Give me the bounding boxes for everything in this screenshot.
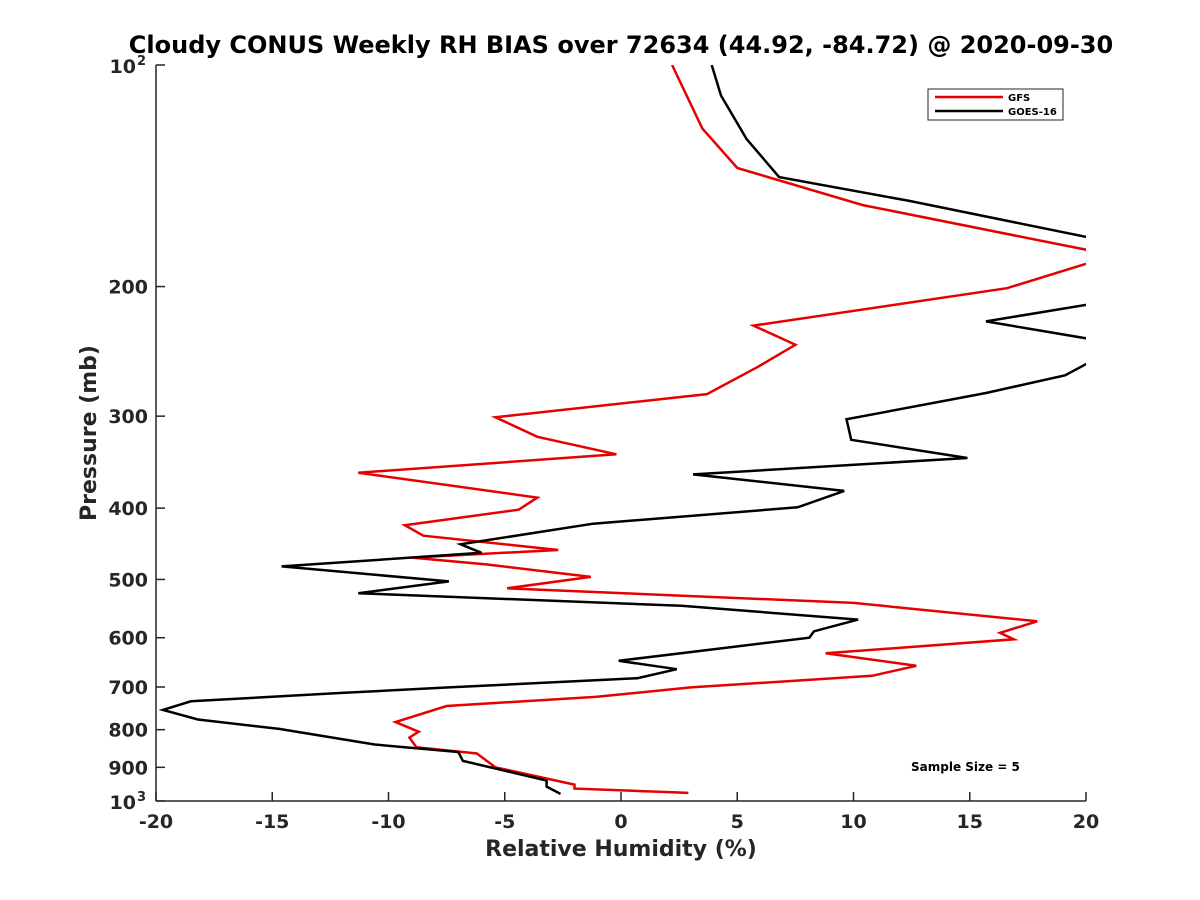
legend-label-gfs: GFS bbox=[1008, 93, 1030, 104]
y-tick-exponent: 2 bbox=[137, 54, 146, 69]
y-tick-label: 200 bbox=[108, 277, 148, 299]
x-tick-label: 10 bbox=[840, 811, 866, 833]
x-tick-label: 5 bbox=[731, 811, 744, 833]
x-tick-label: -5 bbox=[494, 811, 515, 833]
chart-title: Cloudy CONUS Weekly RH BIAS over 72634 (… bbox=[129, 31, 1113, 59]
y-tick-label: 500 bbox=[108, 569, 148, 591]
x-tick-label: 0 bbox=[614, 811, 627, 833]
x-axis-label: Relative Humidity (%) bbox=[485, 837, 757, 862]
legend-box bbox=[927, 88, 1064, 121]
y-tick-exponent: 3 bbox=[137, 790, 146, 805]
y-tick-label: 10 bbox=[110, 792, 136, 814]
y-tick-label: 900 bbox=[108, 757, 148, 779]
x-tick-label: -20 bbox=[139, 811, 173, 833]
y-tick-label: 800 bbox=[108, 720, 148, 742]
x-tick-label: 20 bbox=[1073, 811, 1099, 833]
x-tick-label: -10 bbox=[371, 811, 405, 833]
x-tick-label: 15 bbox=[957, 811, 983, 833]
y-tick-label: 600 bbox=[108, 628, 148, 650]
sample-size-annotation: Sample Size = 5 bbox=[911, 760, 1020, 774]
x-tick-label: -15 bbox=[255, 811, 289, 833]
series-layer bbox=[158, 65, 1086, 796]
x-tick-group: -20 -15 -10 -5 0 5 10 15 20 bbox=[139, 792, 1099, 833]
series-line-goes16 bbox=[158, 65, 1086, 796]
legend-label-goes16: GOES-16 bbox=[1008, 107, 1057, 118]
y-tick-label: 700 bbox=[108, 677, 148, 699]
y-axis-label: Pressure (mb) bbox=[77, 345, 102, 521]
y-tick-label: 10 bbox=[110, 56, 136, 78]
y-tick-label: 300 bbox=[108, 406, 148, 428]
legend: GFS GOES-16 bbox=[927, 88, 1064, 121]
series-line-gfs bbox=[358, 65, 1086, 795]
y-tick-label: 400 bbox=[108, 498, 148, 520]
